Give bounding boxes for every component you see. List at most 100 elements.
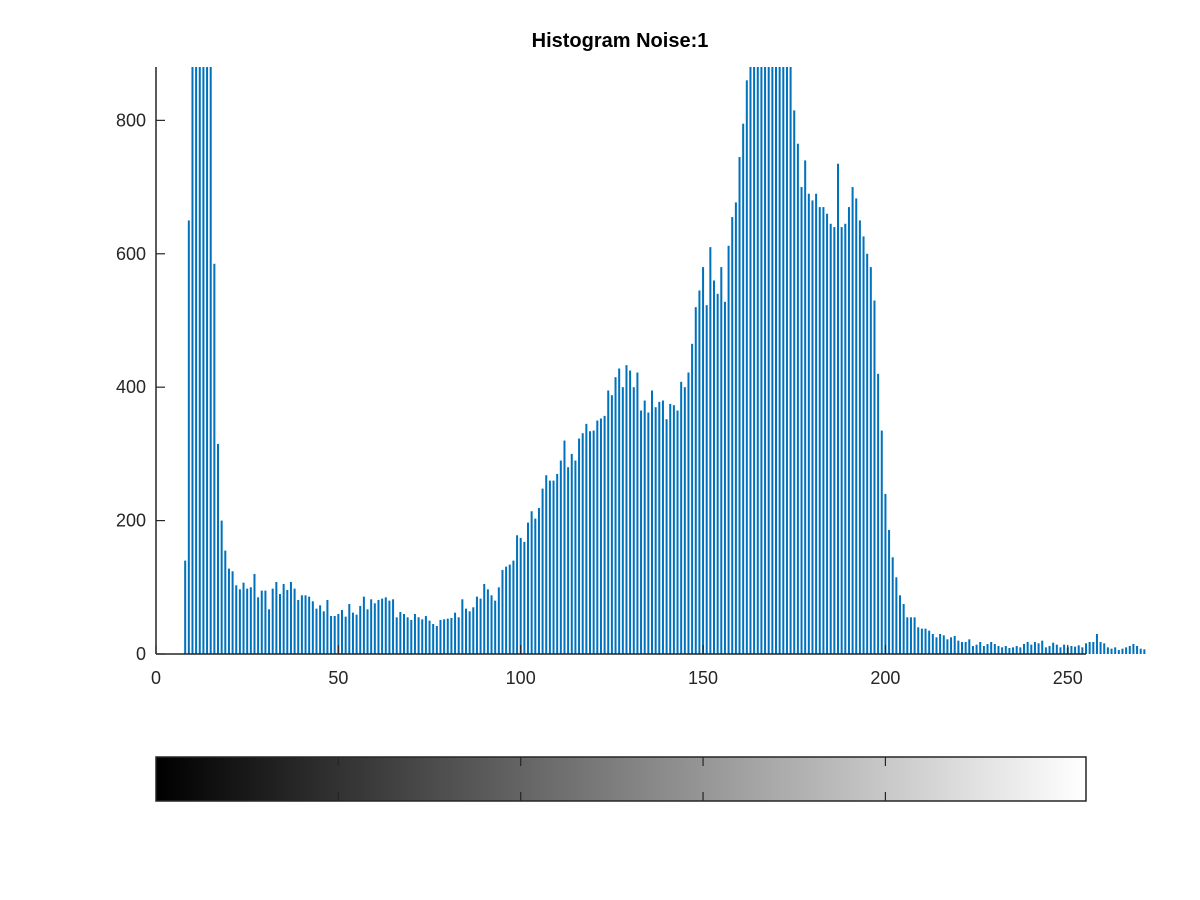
- histogram-bar: [1103, 643, 1106, 654]
- y-tick-label: 400: [116, 377, 146, 397]
- histogram-bar: [745, 80, 748, 655]
- histogram-bar: [388, 600, 391, 654]
- x-tick-label: 0: [151, 668, 161, 688]
- histogram-bar: [592, 430, 595, 654]
- histogram-bar: [756, 67, 759, 654]
- histogram-bar: [421, 619, 424, 654]
- histogram-bar: [268, 609, 271, 654]
- histogram-bar: [1030, 644, 1033, 654]
- histogram-bar: [206, 67, 209, 654]
- histogram-bar: [1063, 644, 1066, 654]
- histogram-bar: [807, 193, 810, 655]
- histogram-bar: [698, 290, 701, 654]
- histogram-bar: [217, 443, 220, 654]
- colorbar-gradient: [155, 756, 1087, 802]
- histogram-bar: [1125, 647, 1128, 654]
- histogram-bar: [304, 595, 307, 654]
- histogram-bar: [614, 377, 617, 654]
- histogram-bar: [1110, 648, 1113, 654]
- histogram-bar: [403, 613, 406, 654]
- histogram-bar: [775, 67, 778, 654]
- histogram-bar: [880, 430, 883, 654]
- histogram-bar: [1077, 645, 1080, 654]
- histogram-bar: [694, 307, 697, 654]
- histogram-bar: [472, 607, 475, 654]
- histogram-bar: [545, 475, 548, 654]
- histogram-bar: [731, 217, 734, 654]
- histogram-bar: [490, 595, 493, 654]
- histogram-bar: [282, 583, 285, 654]
- histogram-bar: [997, 646, 1000, 654]
- y-tick-label: 200: [116, 511, 146, 531]
- histogram-bar: [855, 198, 858, 654]
- histogram-bar: [417, 617, 420, 654]
- histogram-bar: [585, 423, 588, 654]
- histogram-bar: [884, 493, 887, 654]
- histogram-bar: [749, 67, 752, 654]
- histogram-bar: [742, 123, 745, 654]
- histogram-bar: [1128, 646, 1131, 654]
- histogram-bar: [468, 611, 471, 654]
- histogram-bar: [428, 620, 431, 654]
- histogram-bar: [257, 597, 260, 654]
- histogram-bar: [497, 587, 500, 654]
- histogram-bar: [643, 400, 646, 654]
- histogram-bar: [1044, 647, 1047, 654]
- histogram-bar: [618, 368, 621, 654]
- histogram-bar: [596, 420, 599, 654]
- histogram-bar: [661, 400, 664, 654]
- histogram-bar: [993, 643, 996, 654]
- histogram-bar: [866, 253, 869, 654]
- histogram-bar: [351, 612, 354, 654]
- histogram-bar: [891, 557, 894, 654]
- histogram-bar: [851, 187, 854, 654]
- histogram-bar: [479, 598, 482, 654]
- histogram-bar: [858, 220, 861, 655]
- histogram-bar: [322, 611, 325, 654]
- histogram-bar: [202, 67, 205, 654]
- histogram-bar: [1023, 643, 1026, 654]
- histogram-bar: [629, 370, 632, 654]
- histogram-bar: [964, 641, 967, 654]
- histogram-bar: [1106, 647, 1109, 654]
- histogram-bar: [771, 67, 774, 654]
- histogram-bar: [315, 608, 318, 654]
- histogram-bar: [424, 615, 427, 654]
- histogram-bar: [559, 460, 562, 654]
- histogram-bar: [1092, 641, 1095, 654]
- histogram-bar: [1048, 646, 1051, 654]
- histogram-bar: [658, 401, 661, 654]
- histogram-bar: [184, 560, 187, 654]
- histogram-bar: [475, 596, 478, 654]
- histogram-bar: [986, 643, 989, 654]
- histogram-bar: [1015, 646, 1018, 654]
- histogram-bar: [541, 488, 544, 654]
- histogram-bar: [665, 419, 668, 654]
- histogram-bar: [811, 200, 814, 654]
- histogram-bar: [796, 143, 799, 654]
- histogram-bar: [931, 633, 934, 654]
- histogram-bar: [494, 600, 497, 654]
- histogram-bar: [822, 207, 825, 654]
- histogram-bar: [439, 619, 442, 654]
- histogram-bar: [672, 405, 675, 654]
- histogram-bar: [902, 603, 905, 654]
- histogram-bar: [300, 595, 303, 654]
- histogram-bar: [330, 615, 333, 654]
- histogram-bar: [1004, 646, 1007, 654]
- histogram-bar: [574, 460, 577, 654]
- histogram-bar: [297, 599, 300, 654]
- histogram-bar: [253, 573, 256, 654]
- histogram-bar: [793, 110, 796, 655]
- histogram-bar: [1081, 647, 1084, 654]
- histogram-bar: [946, 639, 949, 654]
- histogram-bars: [184, 67, 1146, 655]
- histogram-bar: [709, 247, 712, 654]
- histogram-bar: [640, 410, 643, 654]
- y-axis-ticks: 0 200 400 600 800: [116, 110, 165, 664]
- histogram-bar: [1114, 647, 1117, 654]
- histogram-bar: [519, 537, 522, 654]
- histogram-bar: [512, 560, 515, 654]
- histogram-bar: [928, 630, 931, 654]
- histogram-bar: [935, 637, 938, 654]
